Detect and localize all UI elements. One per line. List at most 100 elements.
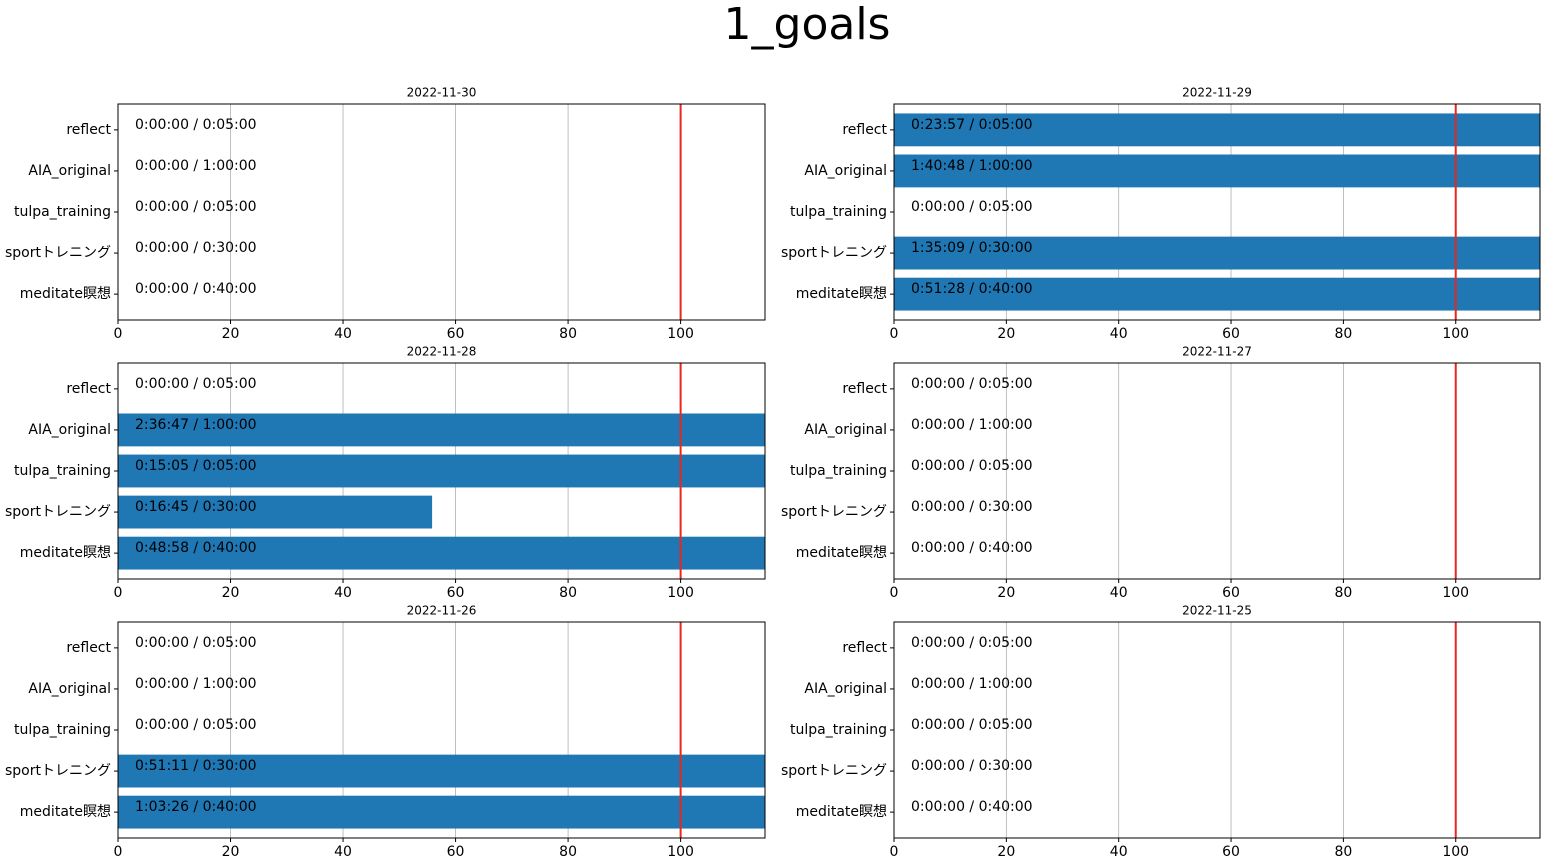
x-tick-label: 20 [222, 585, 240, 601]
y-tick-label: sportトレニング [781, 245, 887, 261]
value-label: 0:00:00 / 0:05:00 [911, 458, 1033, 474]
y-tick-label: reflect [842, 640, 887, 656]
plot-area [118, 622, 765, 838]
x-tick-label: 40 [1110, 844, 1128, 860]
y-tick-label: AIA_original [28, 163, 111, 179]
value-label: 0:00:00 / 0:05:00 [135, 117, 257, 133]
y-tick-label: reflect [66, 381, 111, 397]
plot-area [894, 104, 1540, 320]
x-tick-label: 80 [559, 844, 577, 860]
x-tick-label: 20 [222, 844, 240, 860]
value-label: 0:00:00 / 0:40:00 [911, 799, 1033, 815]
value-label: 1:03:26 / 0:40:00 [135, 799, 257, 815]
y-tick-label: AIA_original [804, 681, 887, 697]
y-tick-label: meditate瞑想 [20, 545, 111, 561]
x-tick-label: 0 [890, 585, 899, 601]
y-tick-label: meditate瞑想 [20, 804, 111, 820]
bar [894, 236, 1540, 270]
axes-title: 2022-11-28 [407, 345, 477, 359]
axes-frame [117, 103, 766, 321]
y-tick-label: tulpa_training [790, 722, 887, 738]
y-tick-label: reflect [842, 122, 887, 138]
axes-frame [893, 103, 1541, 321]
y-tick-label: reflect [66, 122, 111, 138]
value-label: 1:35:09 / 0:30:00 [911, 240, 1033, 256]
bar [118, 795, 765, 829]
axes-title: 2022-11-30 [407, 86, 477, 100]
y-tick-label: reflect [66, 640, 111, 656]
x-tick-label: 40 [334, 844, 352, 860]
y-tick-label: AIA_original [804, 163, 887, 179]
value-label: 0:15:05 / 0:05:00 [135, 458, 257, 474]
bar [894, 277, 1540, 311]
x-tick-label: 60 [447, 585, 465, 601]
value-label: 0:00:00 / 0:30:00 [135, 240, 257, 256]
x-tick-label: 60 [447, 844, 465, 860]
value-label: 0:00:00 / 0:40:00 [135, 281, 257, 297]
value-label: 0:00:00 / 0:05:00 [911, 717, 1033, 733]
y-tick-label: meditate瞑想 [796, 804, 887, 820]
y-tick-label: meditate瞑想 [20, 286, 111, 302]
y-tick-label: reflect [842, 381, 887, 397]
axes-frame [893, 362, 1541, 580]
x-tick-label: 0 [890, 326, 899, 342]
x-tick-label: 40 [334, 585, 352, 601]
value-label: 0:00:00 / 0:05:00 [135, 199, 257, 215]
bar [894, 154, 1540, 188]
y-tick-label: tulpa_training [790, 204, 887, 220]
value-label: 0:00:00 / 0:05:00 [135, 717, 257, 733]
value-label: 0:00:00 / 1:00:00 [911, 676, 1033, 692]
value-label: 0:00:00 / 0:05:00 [135, 635, 257, 651]
x-tick-label: 80 [559, 585, 577, 601]
y-tick-label: AIA_original [28, 681, 111, 697]
x-tick-label: 100 [1442, 585, 1469, 601]
value-label: 0:00:00 / 0:05:00 [911, 376, 1033, 392]
plot-area [118, 104, 682, 320]
value-label: 0:00:00 / 0:40:00 [911, 540, 1033, 556]
x-tick-label: 100 [667, 326, 694, 342]
axes-title: 2022-11-29 [1182, 86, 1252, 100]
bar [118, 495, 433, 529]
value-label: 0:00:00 / 0:30:00 [911, 499, 1033, 515]
x-tick-label: 40 [334, 326, 352, 342]
x-tick-label: 100 [667, 844, 694, 860]
y-tick-label: tulpa_training [14, 463, 111, 479]
x-tick-label: 60 [1222, 844, 1240, 860]
y-tick-label: sportトレニング [781, 763, 887, 779]
bar [118, 536, 765, 570]
value-label: 0:16:45 / 0:30:00 [135, 499, 257, 515]
x-tick-label: 20 [997, 844, 1015, 860]
x-tick-label: 0 [114, 844, 123, 860]
value-label: 0:23:57 / 0:05:00 [911, 117, 1033, 133]
plot-area [118, 363, 765, 579]
x-tick-label: 100 [1442, 844, 1469, 860]
x-tick-label: 60 [1222, 585, 1240, 601]
axes-frame [893, 621, 1541, 839]
x-tick-label: 40 [1110, 585, 1128, 601]
x-tick-label: 60 [1222, 326, 1240, 342]
value-label: 2:36:47 / 1:00:00 [135, 417, 257, 433]
y-tick-label: sportトレニング [5, 245, 111, 261]
x-tick-label: 80 [1334, 326, 1352, 342]
x-tick-label: 80 [559, 326, 577, 342]
bar [894, 113, 1540, 147]
y-tick-label: AIA_original [28, 422, 111, 438]
x-tick-label: 20 [997, 326, 1015, 342]
value-label: 0:00:00 / 1:00:00 [135, 158, 257, 174]
axes-title: 2022-11-26 [407, 604, 477, 618]
value-label: 0:48:58 / 0:40:00 [135, 540, 257, 556]
x-tick-label: 0 [114, 585, 123, 601]
plot-area [894, 622, 1457, 838]
x-tick-label: 100 [1442, 326, 1469, 342]
y-tick-label: tulpa_training [14, 722, 111, 738]
x-tick-label: 80 [1334, 585, 1352, 601]
x-tick-label: 20 [222, 326, 240, 342]
y-tick-label: meditate瞑想 [796, 286, 887, 302]
x-tick-label: 80 [1334, 844, 1352, 860]
y-tick-label: meditate瞑想 [796, 545, 887, 561]
value-label: 1:40:48 / 1:00:00 [911, 158, 1033, 174]
y-tick-label: sportトレニング [5, 504, 111, 520]
y-tick-label: sportトレニング [5, 763, 111, 779]
